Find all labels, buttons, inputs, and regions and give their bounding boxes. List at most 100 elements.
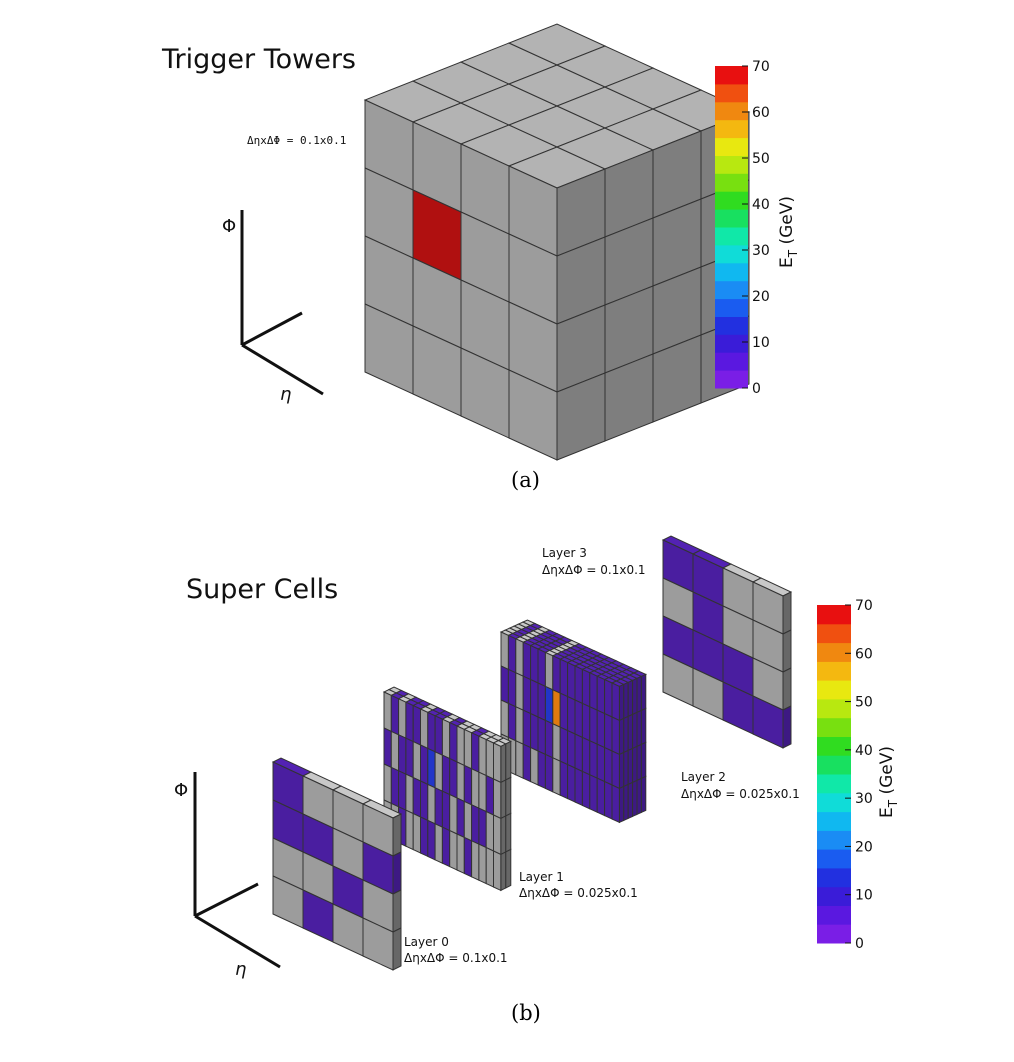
colorbar-b-tick-label: 10 xyxy=(855,888,873,904)
layer-1-front-cell xyxy=(471,840,480,881)
layer-2-front-cell xyxy=(530,712,539,752)
layer-1-front-cell xyxy=(434,823,443,864)
layer-1-front-cell xyxy=(383,763,392,805)
layer-1-side-cell xyxy=(500,851,507,892)
panel-b-phi-label: Φ xyxy=(174,780,188,801)
colorbar-a-swatch xyxy=(715,209,748,228)
colorbar-b-swatch xyxy=(817,717,851,737)
layer-1-side-cell xyxy=(500,779,507,820)
colorbar-a-swatch xyxy=(715,370,748,389)
layer-2-side-cell xyxy=(618,751,625,790)
layer-2-front-cell xyxy=(581,770,591,810)
layer-2-side-cell xyxy=(632,745,638,784)
layer-1-front-cell xyxy=(449,721,458,763)
panel-a-phi-label: Φ xyxy=(222,216,236,237)
panel-a-eta-label: η xyxy=(280,384,291,405)
colorbar-b: 0 10 20 30 40 50 60 70 xyxy=(817,598,873,952)
layer-2-block xyxy=(499,619,648,824)
panel-a-granularity: ΔηxΔΦ = 0.1x0.1 xyxy=(247,134,346,147)
layer-2-side-cell xyxy=(627,713,634,752)
layer-0-block xyxy=(271,757,403,971)
layer-1-front-cell xyxy=(383,691,392,733)
layer-1-side-cell xyxy=(505,848,512,889)
layer-2-front-cell xyxy=(537,716,546,756)
layer-1-front-cell xyxy=(412,812,421,854)
layer-2-front-cell xyxy=(507,702,517,742)
layer-2-side-cell xyxy=(636,675,642,714)
colorbar-a-title-main: E xyxy=(777,257,797,268)
colorbar-b-swatch xyxy=(817,661,851,681)
colorbar-b-title-main: E xyxy=(877,807,897,818)
layer-2-side-cell xyxy=(632,677,638,716)
colorbar-b-swatch xyxy=(817,811,851,831)
layer-2-front-cell xyxy=(604,712,613,752)
layer-3-side-cell xyxy=(782,667,792,711)
colorbar-a-title: ET (GeV) xyxy=(777,196,800,268)
colorbar-b-swatch xyxy=(817,755,851,775)
layer-2-side-cell xyxy=(623,783,629,822)
layer-1-front-cell xyxy=(398,698,407,739)
colorbar-a-swatch xyxy=(715,244,748,264)
layer-1-front-cell xyxy=(471,804,480,845)
layer-1-front-cell xyxy=(420,780,429,822)
layer-2-front-cell xyxy=(500,665,509,705)
colorbar-a-swatch xyxy=(715,280,748,300)
layer-2-front-cell xyxy=(574,733,583,773)
colorbar-b-title-unit: (GeV) xyxy=(877,746,897,800)
layer-3-side-cell xyxy=(782,591,792,635)
colorbar-a-swatch xyxy=(715,316,748,335)
colorbar-b-tick-label: 40 xyxy=(855,743,873,759)
layer-2-front-cell xyxy=(611,716,620,756)
colorbar-a-swatch xyxy=(715,262,748,282)
layer-2-front-cell xyxy=(589,672,598,711)
layer-2-front-cell xyxy=(552,723,561,762)
colorbar-a-swatch xyxy=(715,173,748,192)
layer-2-side-cell xyxy=(618,785,625,824)
layer-1-front-cell xyxy=(463,764,473,806)
layer-2-front-cell xyxy=(507,668,517,708)
layer-3-side-cell xyxy=(782,705,792,749)
colorbar-b-swatch xyxy=(817,736,851,756)
layer-2-front-cell xyxy=(581,702,591,742)
layer-2-front-cell xyxy=(522,641,532,681)
layer-1-name: Layer 1 xyxy=(519,870,564,884)
layer-1-front-cell xyxy=(390,730,400,772)
layer-1-front-cell xyxy=(390,766,400,808)
layer-2-front-cell xyxy=(500,699,509,739)
colorbar-a-tick-label: 70 xyxy=(752,59,770,75)
layer-3-block xyxy=(661,535,793,749)
colorbar-a-tick-label: 0 xyxy=(752,381,761,397)
layer-1-front-cell xyxy=(478,735,487,777)
layer-1-front-cell xyxy=(456,797,465,839)
layer-2-front-cell xyxy=(581,736,591,776)
layer-2-front-cell xyxy=(515,672,524,711)
layer-1-front-cell xyxy=(427,711,436,753)
colorbar-b-title-sub: T xyxy=(886,799,900,808)
layer-1-front-cell xyxy=(463,800,473,842)
layer-1-front-cell xyxy=(412,740,421,782)
layer-1-front-cell xyxy=(405,737,414,779)
layer-1-front-cell xyxy=(427,783,436,825)
layer-2-side-cell xyxy=(640,741,647,780)
colorbar-b-tick-label: 70 xyxy=(855,598,873,614)
layer-2-front-cell xyxy=(515,638,524,677)
layer-2-front-cell xyxy=(604,780,613,820)
layer-2-front-cell xyxy=(574,665,583,705)
layer-2-front-cell xyxy=(559,760,569,800)
layer-1-front-cell xyxy=(441,718,451,760)
panel-b-axes-icon xyxy=(193,772,281,969)
layer-1-front-cell xyxy=(412,704,421,746)
layer-2-side-cell xyxy=(627,747,634,786)
colorbar-a-tick-label: 20 xyxy=(752,289,770,305)
layer-2-front-cell xyxy=(544,753,554,793)
layer-1-front-cell xyxy=(478,807,487,849)
layer-3-granularity: ΔηxΔΦ = 0.1x0.1 xyxy=(542,563,646,577)
layer-2-front-cell xyxy=(537,750,546,790)
colorbar-a-swatch xyxy=(715,298,748,317)
layer-2-side-cell xyxy=(636,777,642,816)
layer-2-side-cell xyxy=(627,679,634,718)
colorbar-a: 0 10 20 30 40 50 60 70 xyxy=(715,59,770,397)
layer-3-side-cell xyxy=(782,629,792,673)
panel-b-eta-label: η xyxy=(235,959,246,980)
